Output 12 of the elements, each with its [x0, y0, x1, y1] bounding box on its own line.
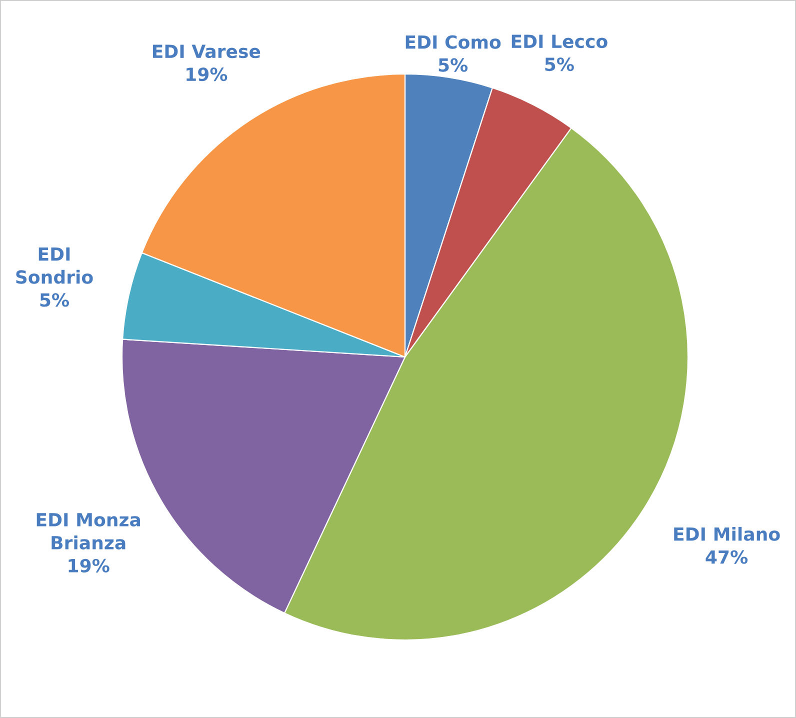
data-label: 19% [186, 67, 228, 82]
data-label: 5% [545, 57, 574, 72]
data-label: 47% [706, 550, 748, 564]
slice-label: EDI Monza Brianza [36, 513, 140, 550]
data-label: 5% [40, 293, 69, 307]
data-label: 19% [68, 558, 110, 572]
data-label: 5% [438, 58, 468, 72]
slice-label: EDI Sondrio [16, 247, 93, 284]
slice-label: EDI Lecco [512, 34, 608, 48]
slice-label: EDI Como [406, 35, 501, 49]
slice-label: EDI Milano [674, 526, 780, 541]
slice-label: EDI Varese [153, 44, 260, 58]
